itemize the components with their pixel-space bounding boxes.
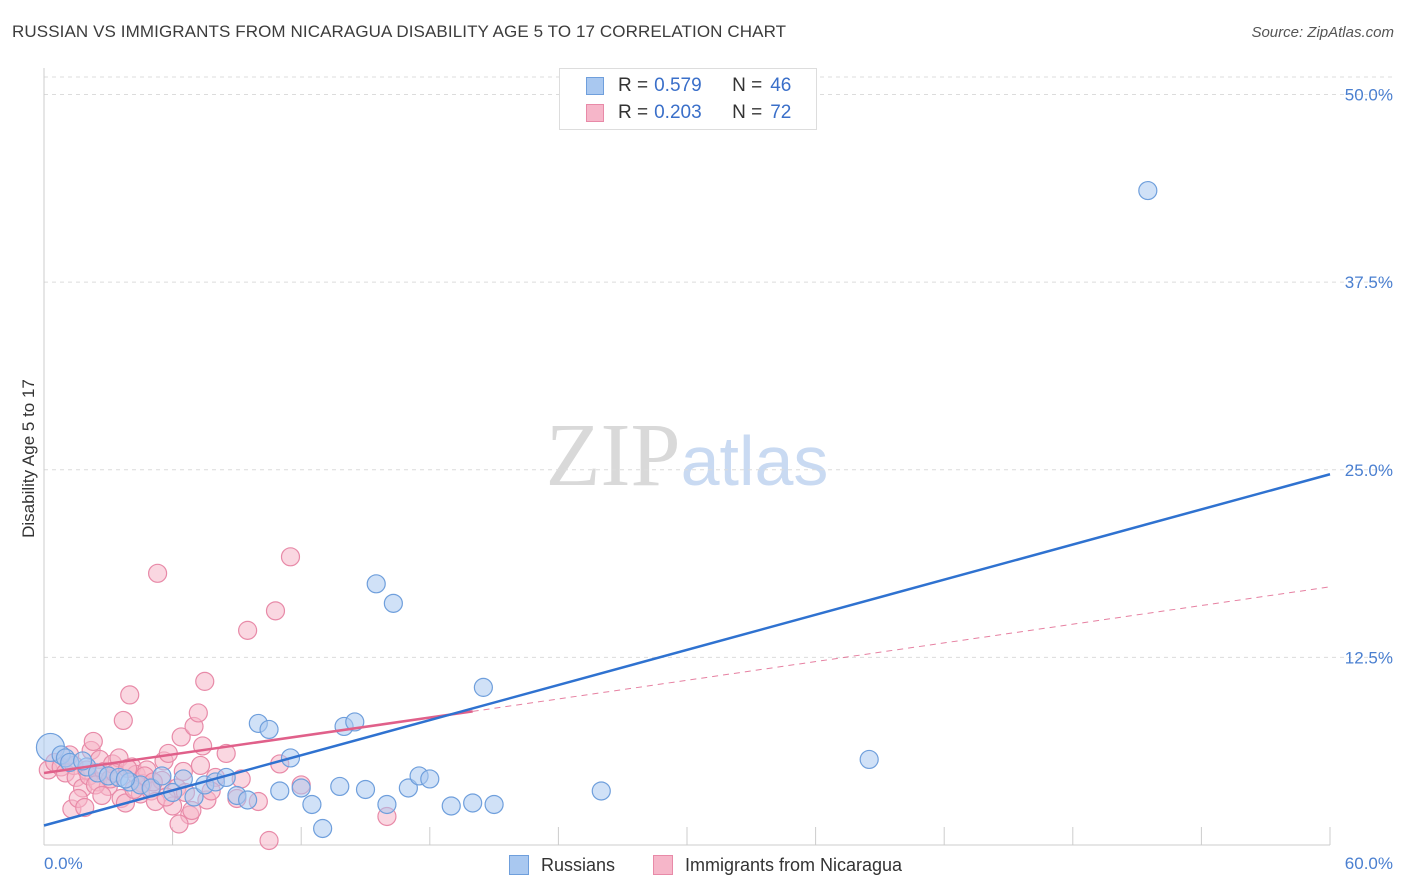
chart-title: RUSSIAN VS IMMIGRANTS FROM NICARAGUA DIS… xyxy=(12,22,787,41)
legend-swatch-pink xyxy=(586,104,604,122)
legend-row-nicaragua: R = 0.203 N = 72 xyxy=(586,100,791,126)
legend-n-label: N = xyxy=(732,75,763,96)
nicaragua-point xyxy=(216,743,236,764)
russian-point xyxy=(152,766,172,786)
russian-point xyxy=(345,712,365,732)
series-legend-label: Immigrants from Nicaragua xyxy=(685,854,903,875)
russian-point xyxy=(1138,180,1158,201)
russian-point xyxy=(420,769,440,789)
nicaragua-point xyxy=(83,731,103,752)
nicaragua-point xyxy=(171,727,191,747)
y-tick-label: 12.5% xyxy=(1345,648,1393,667)
nicaragua-point xyxy=(265,601,286,621)
source-label: Source: ZipAtlas.com xyxy=(1251,24,1394,41)
russian-point xyxy=(270,781,290,801)
legend-n-label: N = xyxy=(732,102,763,123)
stats-legend: R = 0.579 N = 46 R = 0.203 N = 72 xyxy=(559,68,817,130)
nicaragua-point xyxy=(169,814,189,834)
nicaragua-point xyxy=(188,703,208,723)
russian-point xyxy=(859,749,879,770)
legend-r-value: 0.579 xyxy=(654,75,702,96)
nicaragua-point xyxy=(238,620,258,640)
russians-series xyxy=(35,180,1158,839)
russian-point xyxy=(484,794,504,815)
legend-swatch-blue xyxy=(586,77,604,95)
nicaragua-point xyxy=(120,685,140,705)
russian-point xyxy=(115,769,136,789)
series-legend-russians[interactable]: Russians xyxy=(509,852,615,878)
nicaragua-point xyxy=(195,671,215,691)
russian-point xyxy=(302,794,322,815)
x-tick-label: 60.0% xyxy=(1345,854,1393,873)
nicaragua-trend-extension xyxy=(472,586,1331,712)
russian-point xyxy=(377,794,397,815)
series-legend-nicaragua[interactable]: Immigrants from Nicaragua xyxy=(653,852,902,878)
legend-n-value: 46 xyxy=(770,75,792,96)
nicaragua-point xyxy=(280,547,301,567)
legend-r-value: 0.203 xyxy=(654,102,702,123)
russian-point xyxy=(383,593,403,613)
russian-point xyxy=(313,818,333,839)
russian-point xyxy=(463,793,483,813)
russian-point xyxy=(355,779,376,800)
russian-point xyxy=(398,778,418,798)
legend-row-russians: R = 0.579 N = 46 xyxy=(586,73,791,99)
y-tick-label: 50.0% xyxy=(1345,86,1393,105)
russian-point xyxy=(259,719,279,740)
nicaragua-point xyxy=(190,755,211,776)
russian-point xyxy=(441,796,461,816)
y-tick-label: 37.5% xyxy=(1345,273,1393,292)
russian-point xyxy=(473,677,493,697)
nicaragua-point xyxy=(92,785,112,806)
russian-point xyxy=(291,778,311,798)
y-axis-label: Disability Age 5 to 17 xyxy=(19,379,38,538)
nicaragua-point xyxy=(147,563,168,583)
series-legend-label: Russians xyxy=(541,854,616,875)
y-tick-label: 25.0% xyxy=(1345,461,1393,480)
watermark: ZIPatlas xyxy=(546,406,829,505)
russian-point xyxy=(330,776,350,797)
russians-trend-line xyxy=(43,473,1331,827)
russian-point xyxy=(366,574,386,594)
nicaragua-point xyxy=(113,710,133,731)
nicaragua-trend-line xyxy=(43,710,473,775)
legend-n-value: 72 xyxy=(770,102,792,123)
russian-point xyxy=(184,787,204,807)
russian-point xyxy=(238,790,258,810)
x-tick-label: 0.0% xyxy=(44,854,83,873)
legend-r-label: R = xyxy=(618,75,649,96)
russian-point xyxy=(72,751,93,771)
nicaragua-series xyxy=(38,547,397,851)
legend-swatch-blue xyxy=(509,855,529,875)
legend-r-label: R = xyxy=(618,102,649,123)
legend-swatch-pink xyxy=(653,855,673,875)
russian-point xyxy=(591,781,611,801)
nicaragua-point xyxy=(259,830,279,851)
